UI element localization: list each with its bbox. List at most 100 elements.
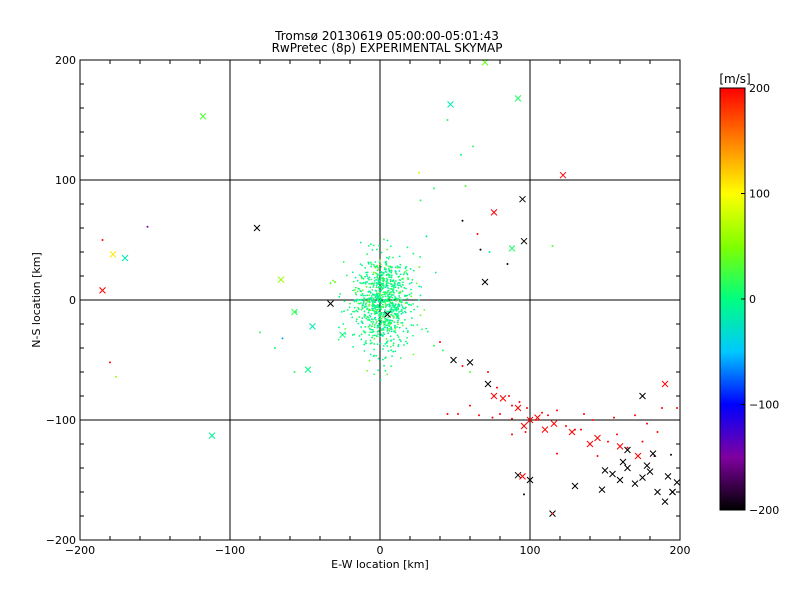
data-point-dot — [395, 273, 398, 276]
data-point-dot — [344, 328, 347, 330]
data-point-dot — [375, 334, 378, 337]
data-point-dot — [394, 303, 397, 306]
data-point-dot — [366, 369, 369, 372]
data-point-dot — [399, 273, 402, 276]
data-point-dot — [410, 288, 412, 291]
data-point-dot — [433, 187, 435, 190]
data-point-dot — [397, 282, 399, 284]
data-point-dot — [392, 350, 395, 353]
data-point-dot — [401, 281, 404, 284]
data-point-dot — [390, 340, 392, 342]
data-point-dot — [397, 303, 400, 306]
data-point-x — [199, 113, 207, 120]
data-point-dot — [446, 119, 449, 121]
data-point-dot — [365, 342, 368, 345]
data-point-dot — [391, 304, 394, 307]
data-point-dot — [395, 289, 398, 292]
data-point-dot — [526, 407, 528, 409]
data-point-dot — [412, 353, 415, 356]
data-point-dot — [386, 319, 389, 322]
data-point-dot — [375, 294, 378, 297]
data-point-dot — [364, 294, 366, 297]
data-point-dot — [476, 233, 479, 235]
data-point-dot — [469, 404, 471, 407]
data-point-dot — [378, 273, 381, 275]
data-point-dot — [380, 317, 383, 320]
colorbar: [m/s] 200 100 0 −100 −200 — [719, 72, 779, 517]
data-point-dot — [634, 414, 636, 417]
data-point-dot — [398, 338, 401, 341]
data-point-dot — [377, 279, 380, 282]
data-point-dot — [405, 287, 407, 290]
data-point-dot — [391, 355, 394, 357]
data-point-dot — [363, 297, 365, 299]
data-point-dot — [382, 305, 384, 308]
data-point-dot — [390, 330, 393, 333]
data-point-dot — [390, 245, 392, 248]
data-point-dot — [403, 310, 406, 313]
data-point-x — [526, 416, 534, 424]
data-point-dot — [344, 333, 347, 335]
data-point-dot — [461, 219, 464, 222]
data-point-dot — [384, 357, 386, 360]
data-point-dot — [389, 276, 391, 279]
data-point-dot — [353, 299, 356, 301]
data-point-dot — [372, 298, 375, 300]
colorbar-tick-label: −200 — [749, 504, 779, 517]
data-point-dot — [372, 321, 375, 323]
data-point-dot — [596, 455, 599, 457]
data-point-x — [466, 359, 474, 366]
data-point-dot — [382, 287, 385, 289]
data-point-dot — [391, 301, 394, 304]
data-point-dot — [412, 269, 415, 272]
data-point-x — [634, 452, 642, 460]
data-point-dot — [400, 340, 402, 343]
data-point-x — [619, 458, 627, 466]
data-point-dot — [370, 263, 373, 266]
data-point-dot — [281, 337, 284, 340]
data-point-dot — [372, 330, 375, 333]
data-point-dot — [488, 251, 491, 253]
data-point-x — [384, 311, 391, 318]
data-point-dot — [398, 270, 401, 272]
data-point-dot — [383, 299, 385, 301]
data-point-dot — [364, 275, 366, 278]
data-point-dot — [419, 199, 422, 202]
data-point-dot — [401, 290, 404, 293]
data-point-dot — [373, 304, 376, 307]
data-point-dot — [360, 294, 362, 297]
data-point-dot — [378, 293, 381, 296]
data-point-x — [571, 482, 579, 490]
data-point-dot — [376, 282, 379, 285]
data-point-dot — [385, 324, 388, 327]
data-point-dot — [382, 278, 385, 281]
data-point-dot — [661, 407, 663, 409]
data-point-dot — [446, 413, 449, 415]
data-point-dot — [339, 293, 342, 295]
data-point-x — [520, 237, 528, 245]
data-point-dot — [371, 289, 374, 291]
data-point-dot — [392, 256, 394, 259]
data-point-dot — [356, 290, 359, 293]
data-point-dot — [616, 433, 618, 436]
data-point-dot — [375, 292, 378, 295]
data-point-dot — [405, 327, 408, 330]
data-point-x — [639, 474, 646, 481]
data-point-dot — [384, 312, 386, 315]
data-point-dot — [396, 321, 399, 324]
data-point-dot — [390, 294, 393, 296]
data-point-dot — [354, 291, 357, 294]
data-point-dot — [378, 260, 381, 263]
data-point-dot — [390, 349, 393, 352]
data-point-dot — [385, 268, 388, 271]
data-point-dot — [354, 276, 357, 279]
data-point-dot — [381, 358, 384, 361]
data-point-x — [624, 464, 631, 472]
data-point-dot — [394, 270, 397, 272]
data-point-dot — [641, 440, 644, 443]
data-point-dot — [366, 281, 369, 283]
data-point-dot — [373, 323, 376, 326]
data-point-x — [253, 224, 261, 232]
data-point-dot — [379, 323, 382, 325]
data-point-dot — [407, 303, 410, 306]
